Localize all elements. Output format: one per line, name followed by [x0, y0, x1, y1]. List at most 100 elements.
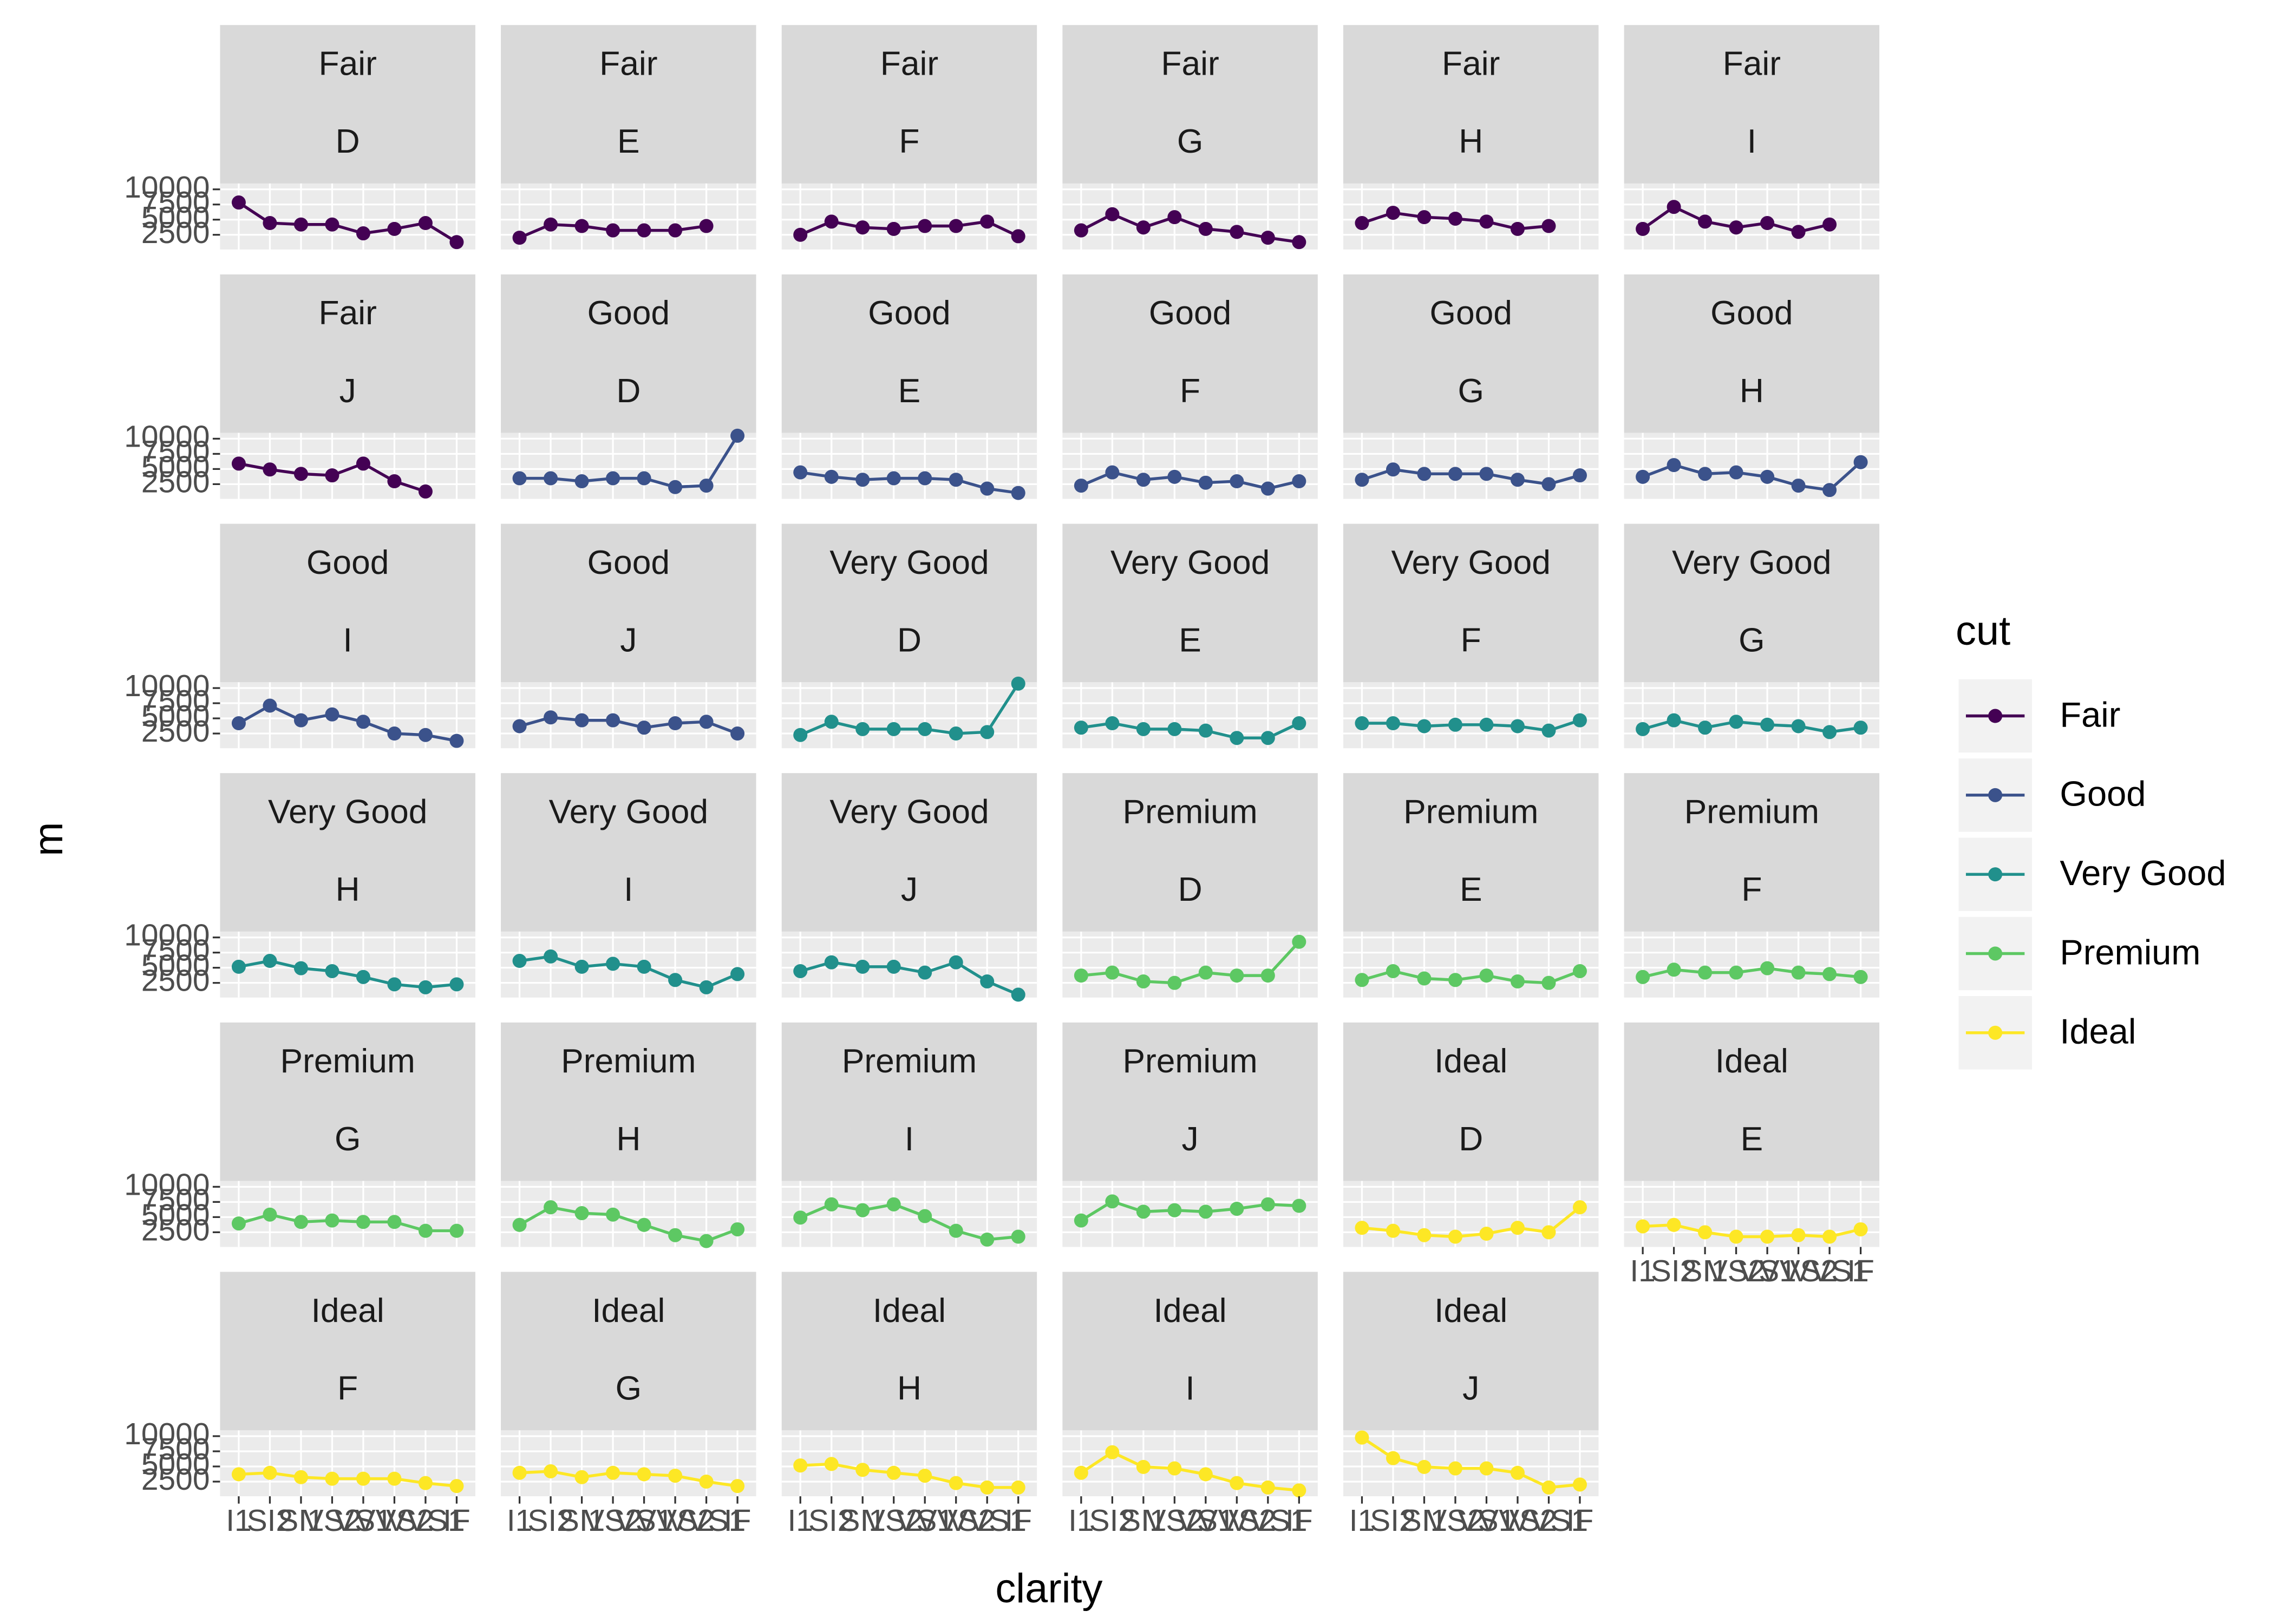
data-point: [1011, 676, 1025, 691]
y-tick-label: 10000: [124, 918, 210, 953]
strip-label: Good: [1149, 294, 1231, 332]
data-point: [1260, 1197, 1275, 1212]
data-point: [449, 977, 464, 992]
data-point: [1417, 467, 1432, 481]
data-point: [1292, 1483, 1306, 1498]
data-point: [263, 462, 277, 477]
data-point: [1572, 964, 1587, 978]
data-point: [512, 231, 527, 245]
data-point: [325, 468, 339, 483]
data-point: [1667, 1217, 1681, 1232]
data-point: [730, 428, 745, 443]
x-tick-label: VS2: [303, 1503, 362, 1538]
x-tick-label: IF: [724, 1503, 752, 1538]
panel-background: [1343, 931, 1599, 998]
x-tick-label: SI1: [1682, 1254, 1728, 1288]
strip-background: [1062, 1272, 1318, 1431]
strip-label: I: [343, 622, 352, 659]
data-point: [1510, 719, 1525, 734]
data-point: [855, 1463, 870, 1477]
data-point: [824, 715, 839, 729]
x-tick-label: VS1: [1177, 1503, 1235, 1538]
data-point: [1760, 961, 1775, 975]
data-point: [512, 719, 527, 734]
strip-label: E: [1460, 871, 1482, 908]
data-point: [231, 1216, 246, 1231]
data-point: [544, 217, 558, 232]
strip-label: H: [1459, 123, 1483, 160]
data-point: [855, 722, 870, 736]
data-point: [231, 959, 246, 974]
data-point: [980, 1480, 995, 1495]
data-point: [1417, 1228, 1432, 1242]
data-point: [1136, 722, 1151, 736]
strip-background: [220, 274, 475, 433]
x-tick-label: SI2: [1089, 1503, 1135, 1538]
data-point: [1011, 1480, 1025, 1495]
data-point: [1698, 721, 1713, 735]
data-point: [1729, 715, 1743, 729]
data-point: [356, 226, 370, 241]
data-point: [886, 1465, 901, 1480]
data-point: [231, 1467, 246, 1482]
strip-label: I: [624, 871, 633, 908]
data-point: [793, 964, 808, 978]
strip-label: I: [1185, 1370, 1194, 1407]
y-tick-label: 5000: [141, 1447, 210, 1482]
data-point: [949, 1223, 963, 1238]
data-point: [918, 219, 932, 233]
strip-label: Very Good: [829, 794, 989, 831]
data-point: [1136, 974, 1151, 988]
data-point: [699, 1474, 714, 1489]
data-point: [387, 221, 402, 236]
strip-label: J: [339, 372, 356, 410]
data-point: [1198, 965, 1213, 980]
x-tick-label: SI2: [808, 1503, 854, 1538]
strip-label: D: [336, 123, 360, 160]
data-point: [824, 1457, 839, 1471]
data-point: [637, 721, 651, 735]
panel-background: [1062, 931, 1318, 998]
y-axis-title: m: [25, 822, 71, 856]
data-point: [793, 227, 808, 242]
strip-background: [1062, 773, 1318, 932]
strip-label: Fair: [1723, 45, 1781, 83]
data-point: [1230, 1476, 1244, 1490]
data-point: [1448, 211, 1462, 226]
data-point: [1541, 1225, 1556, 1240]
data-point: [855, 1203, 870, 1217]
data-point: [1355, 973, 1369, 987]
data-point: [1105, 207, 1120, 221]
data-point: [699, 479, 714, 493]
data-point: [668, 716, 683, 731]
data-point: [1448, 973, 1462, 987]
data-point: [1167, 975, 1182, 990]
strip-background: [501, 773, 756, 932]
panel-background: [1062, 1181, 1318, 1247]
x-tick-label: SI2: [1651, 1254, 1697, 1288]
x-tick-label: IF: [1004, 1503, 1032, 1538]
data-point: [1448, 467, 1462, 481]
strip-background: [1624, 274, 1880, 433]
data-point: [1760, 469, 1775, 484]
data-point: [980, 974, 995, 988]
data-point: [1386, 1451, 1400, 1465]
data-point: [918, 1209, 932, 1223]
data-point: [1198, 1204, 1213, 1219]
data-point: [980, 481, 995, 496]
data-point: [1636, 1219, 1650, 1234]
legend-point: [1988, 1025, 2003, 1040]
x-tick-label: I1: [226, 1503, 251, 1538]
panel-background: [1624, 682, 1880, 749]
data-point: [325, 1213, 339, 1228]
strip-background: [1343, 1272, 1599, 1431]
x-tick-label: IF: [1847, 1254, 1874, 1288]
strip-label: Premium: [561, 1043, 696, 1080]
data-point: [1011, 229, 1025, 244]
data-point: [1791, 1228, 1806, 1242]
strip-label: Good: [1430, 294, 1512, 332]
data-point: [1260, 1480, 1275, 1495]
panel-background: [501, 433, 756, 499]
data-point: [387, 726, 402, 741]
x-tick-label: VS1: [896, 1503, 954, 1538]
